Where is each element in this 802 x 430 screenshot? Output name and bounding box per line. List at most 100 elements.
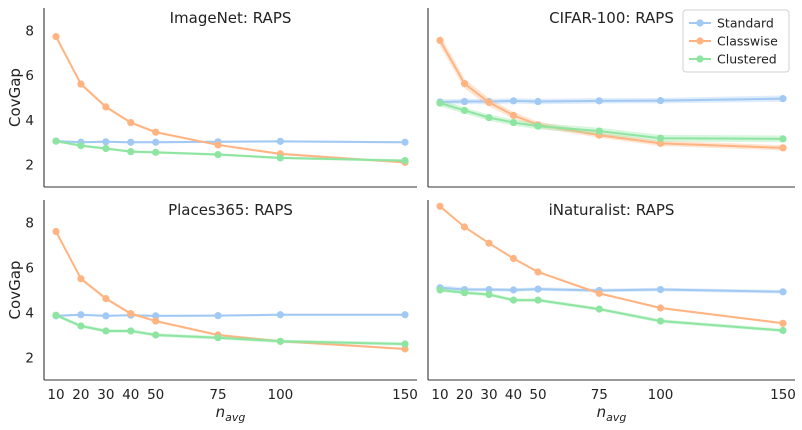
legend-item-classwise: Classwise: [689, 34, 778, 49]
point-classwise-p4-x150: [779, 319, 787, 327]
point-standard-p4-x150: [779, 288, 787, 296]
point-standard-p4-x50: [534, 285, 542, 293]
x-tick-label-p4-50: 50: [529, 387, 546, 403]
point-clustered-p2-x40: [509, 118, 518, 127]
point-clustered-p4-x20: [460, 289, 469, 297]
x-tick-label-p4-100: 100: [648, 387, 674, 403]
y-tick-label-p3-4: 4: [25, 306, 34, 322]
x-tick-label-p3-30: 30: [97, 387, 114, 403]
line-clustered-p3: [55, 314, 406, 345]
x-tick-label-p4-10: 10: [431, 387, 448, 403]
legend-box: [682, 9, 790, 73]
point-clustered-p2-x10: [436, 99, 444, 107]
y-tick-label-p3-2: 2: [25, 351, 34, 367]
point-classwise-p4-x40: [509, 254, 518, 263]
point-clustered-p2-x75: [595, 127, 603, 135]
y-axis-label-p1: CovGap: [6, 68, 24, 127]
point-classwise-p1-x10: [52, 33, 60, 41]
point-clustered-p1-x20: [77, 142, 85, 150]
point-standard-p1-x40: [127, 138, 135, 146]
point-classwise-p4-x100: [656, 304, 665, 312]
point-clustered-p4-x75: [595, 305, 603, 313]
point-classwise-p1-x30: [102, 103, 110, 111]
point-clustered-p1-x75: [214, 150, 222, 159]
y-axis-label-p3: CovGap: [6, 261, 24, 320]
y-tick-label-p3-8: 8: [25, 216, 34, 232]
point-standard-p2-x20: [460, 97, 469, 106]
legend-marker-clustered: [696, 55, 704, 63]
point-standard-p1-x30: [102, 138, 110, 146]
point-classwise-p3-x20: [77, 275, 85, 283]
point-clustered-p3-x40: [127, 327, 135, 335]
panel-4: iNaturalist: RAPS 10 20 30 40 50 75 100 150 navg: [427, 200, 796, 424]
legend-label-clustered: Clustered: [717, 52, 777, 67]
point-classwise-p1-x50: [152, 128, 160, 136]
line-classwise-p1: [55, 36, 406, 164]
point-classwise-p2-x30: [485, 98, 493, 107]
point-classwise-p4-x75: [595, 289, 603, 297]
point-classwise-p2-x20: [460, 80, 469, 88]
x-tick-label-p4-75: 75: [591, 387, 608, 403]
point-classwise-p3-x50: [152, 317, 160, 325]
panel-title-2: CIFAR-100: RAPS: [549, 9, 674, 27]
point-standard-p1-x150: [401, 138, 409, 146]
line-clustered-p2: [439, 102, 784, 140]
point-standard-p3-x20: [77, 311, 85, 319]
point-standard-p2-x50: [534, 97, 542, 106]
y-tick-label-p3-6: 6: [25, 261, 34, 277]
point-classwise-p3-x30: [102, 294, 110, 303]
panel-3: Places365: RAPS 2 4 6 8 CovGap 10 20 30 40 50 75 100…: [6, 200, 418, 424]
point-clustered-p4-x100: [656, 317, 665, 325]
point-standard-p4-x40: [509, 286, 518, 294]
point-standard-p3-x75: [214, 312, 222, 320]
x-tick-label-p4-150: 150: [770, 387, 796, 403]
x-tick-label-p3-75: 75: [209, 387, 226, 403]
legend-item-standard: Standard: [689, 16, 774, 31]
point-classwise-p2-x40: [509, 111, 518, 119]
panel-2: CIFAR-100: RAPS: [427, 8, 795, 188]
point-clustered-p1-x150: [401, 157, 409, 165]
point-clustered-p4-x40: [509, 296, 518, 304]
point-clustered-p4-x10: [436, 286, 444, 294]
line-standard-p1: [55, 140, 406, 144]
panel-title-4: iNaturalist: RAPS: [549, 201, 675, 219]
point-standard-p3-x30: [102, 312, 110, 320]
point-clustered-p2-x150: [779, 135, 787, 143]
point-clustered-p3-x10: [52, 311, 60, 319]
point-classwise-p1-x20: [77, 80, 85, 88]
point-classwise-p4-x30: [485, 239, 493, 247]
point-classwise-p2-x150: [779, 144, 787, 152]
x-tick-label-p4-40: 40: [505, 387, 522, 403]
legend-marker-classwise: [696, 37, 704, 45]
point-classwise-p4-x50: [534, 268, 542, 276]
line-classwise-p2: [439, 39, 784, 149]
point-standard-p2-x75: [595, 97, 603, 105]
x-tick-label-p3-50: 50: [147, 387, 164, 403]
point-clustered-p3-x30: [102, 327, 110, 335]
point-standard-p2-x150: [779, 95, 787, 103]
line-standard-p2: [439, 97, 784, 103]
point-standard-p4-x30: [485, 285, 493, 294]
band-classwise-p4: [440, 205, 783, 325]
point-classwise-p2-x100: [656, 139, 665, 147]
point-clustered-p1-x50: [152, 148, 160, 156]
point-classwise-p3-x40: [127, 310, 135, 318]
point-clustered-p2-x30: [485, 114, 493, 122]
line-standard-p3: [55, 313, 405, 317]
point-clustered-p3-x20: [77, 322, 85, 330]
x-axis-label-subscript: avg: [225, 411, 245, 424]
x-tick-label-p4-20: 20: [456, 387, 473, 403]
x-tick-label-p3-20: 20: [72, 387, 89, 403]
point-clustered-p1-x40: [127, 148, 135, 156]
point-clustered-p2-x50: [534, 122, 542, 130]
point-standard-p3-x50: [152, 312, 160, 320]
y-tick-label-p1-2: 2: [25, 158, 34, 174]
chart-legend: Standard Classwise Clustered: [682, 9, 790, 73]
point-clustered-p4-x30: [485, 290, 493, 299]
point-standard-p1-x50: [152, 138, 160, 146]
point-clustered-p3-x150: [401, 340, 409, 348]
point-clustered-p3-x50: [152, 331, 160, 339]
point-clustered-p1-x10: [52, 137, 60, 145]
y-tick-label-p1-8: 8: [25, 23, 34, 39]
